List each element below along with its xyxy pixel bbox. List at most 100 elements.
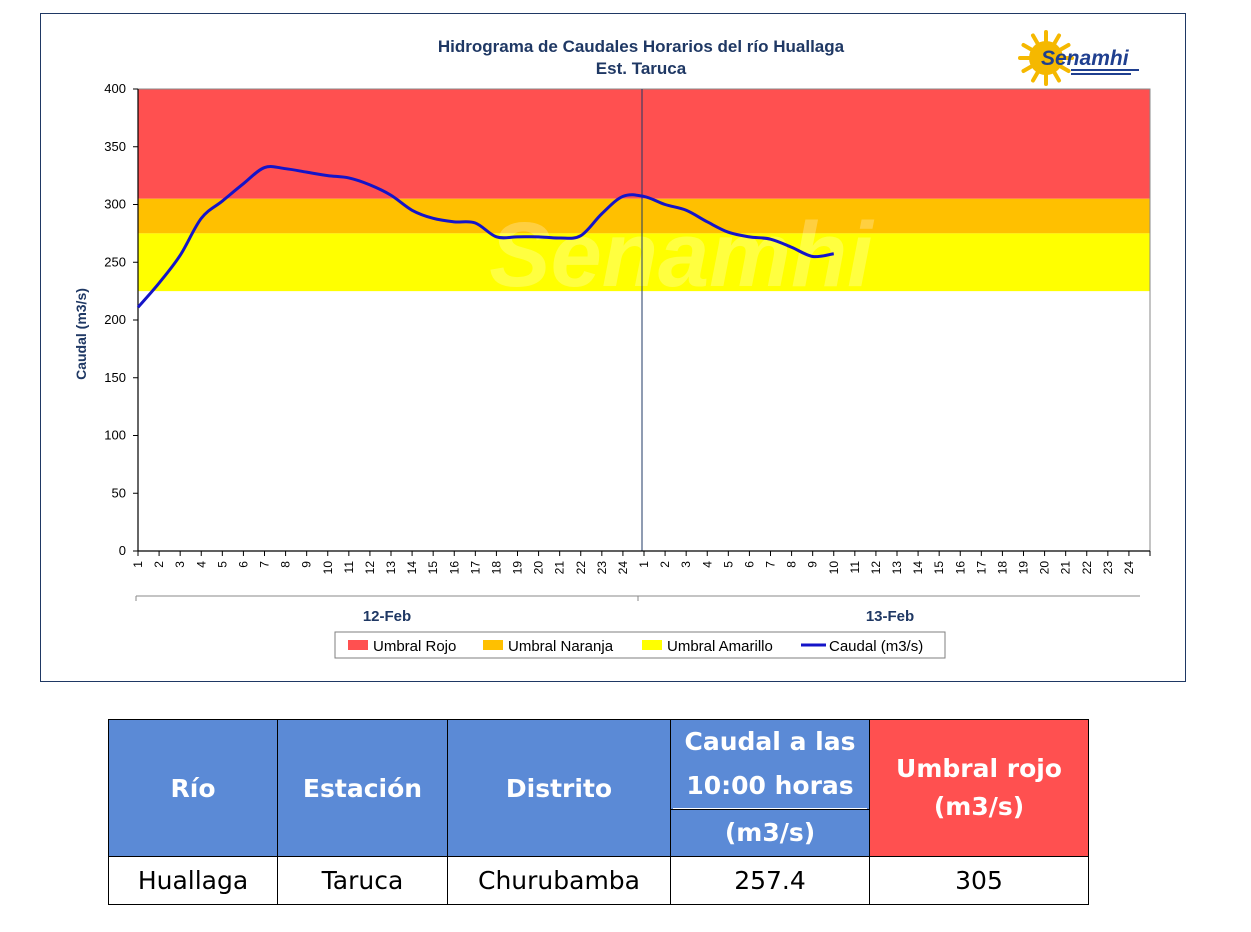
y-tick-label: 50 (112, 485, 126, 500)
x-tick-label: 11 (848, 561, 862, 574)
x-tick-label: 12 (363, 561, 377, 575)
logo-ray (1031, 68, 1041, 83)
x-tick-label: 23 (1101, 561, 1115, 575)
x-tick-label: 2 (658, 561, 672, 568)
band-umbral-amarillo (138, 233, 1150, 292)
x-tick-label: 19 (1017, 561, 1031, 575)
header-umbral-line2: (m3/s) (933, 792, 1025, 821)
cell-caudal: 257.4 (670, 856, 870, 905)
x-tick-label: 5 (215, 561, 229, 568)
x-tick-label: 12 (869, 561, 883, 575)
x-tick-label: 4 (700, 561, 714, 568)
x-tick-label: 11 (342, 561, 356, 574)
summary-table: Río Estación Distrito Caudal a las 10:00… (108, 719, 1089, 905)
x-tick-label: 2 (152, 561, 166, 568)
header-caudal-unit: (m3/s) (670, 809, 870, 857)
x-tick-label: 3 (679, 561, 693, 568)
header-distrito: Distrito (447, 719, 671, 857)
header-caudal-line2: 10:00 horas (673, 764, 867, 809)
legend: Umbral Rojo Umbral Naranja Umbral Amarillo… (334, 631, 946, 659)
x-tick-label: 6 (742, 561, 756, 568)
header-caudal-line1: Caudal a las (684, 727, 856, 756)
logo-ray (1051, 33, 1061, 48)
y-tick-label: 400 (104, 81, 126, 96)
x-tick-label: 7 (764, 561, 778, 568)
x-tick-label: 5 (721, 561, 735, 568)
legend-label: Umbral Amarillo (667, 638, 773, 655)
legend-label: Caudal (m3/s) (829, 638, 923, 655)
header-rio: Río (108, 719, 278, 857)
header-caudal: Caudal a las 10:00 horas (670, 719, 870, 810)
x-tick-label: 18 (489, 561, 503, 575)
x-tick-label: 14 (405, 561, 419, 575)
x-tick-label: 23 (595, 561, 609, 575)
header-caudal-line3: (m3/s) (724, 818, 816, 847)
logo-ray (1056, 43, 1071, 53)
legend-swatch (348, 640, 368, 650)
x-tick-label: 3 (173, 561, 187, 568)
header-umbral-line1: Umbral rojo (896, 754, 1062, 783)
x-tick-label: 8 (279, 561, 293, 568)
x-tick-label: 19 (511, 561, 525, 575)
x-tick-label: 22 (1080, 561, 1094, 575)
y-tick-label: 100 (104, 428, 126, 443)
y-axis-label: Caudal (m3/s) (73, 288, 89, 380)
cell-rio: Huallaga (108, 856, 278, 905)
senamhi-logo: Senamhi (1018, 30, 1139, 86)
x-tick-label: 9 (300, 561, 314, 568)
table-header-subrow: (m3/s) (109, 809, 1089, 857)
legend-box (334, 631, 946, 659)
y-tick-label: 350 (104, 139, 126, 154)
table-header-row: Río Estación Distrito Caudal a las 10:00… (108, 719, 1089, 857)
x-tick-label: 1 (637, 561, 651, 568)
x-tick-label: 15 (426, 561, 440, 575)
y-tick-label: 0 (119, 543, 126, 558)
legend-swatch (483, 640, 503, 650)
x-tick-label: 16 (447, 561, 461, 575)
day-label: 12-Feb (363, 608, 411, 625)
x-tick-label: 24 (616, 561, 630, 575)
series-line-caudal (136, 165, 835, 309)
x-tick-label: 14 (911, 561, 925, 575)
x-tick-label: 10 (827, 561, 841, 575)
day-label: 13-Feb (866, 608, 914, 625)
x-tick-label: 15 (932, 561, 946, 575)
x-tick-label: 9 (806, 561, 820, 568)
x-tick-label: 1 (131, 561, 145, 568)
y-tick-label: 150 (104, 370, 126, 385)
logo-ray (1051, 68, 1061, 83)
header-estacion: Estación (277, 719, 448, 857)
x-tick-label: 13 (890, 561, 904, 575)
logo-ray (1056, 63, 1071, 73)
y-tick-label: 200 (104, 312, 126, 327)
x-tick-label: 18 (995, 561, 1009, 575)
band-umbral-rojo (138, 89, 1150, 199)
cell-umbral: 305 (869, 856, 1089, 905)
legend-label: Umbral Naranja (508, 638, 614, 655)
x-tick-label: 17 (974, 561, 988, 575)
logo-ray (1031, 33, 1041, 48)
x-tick-label: 24 (1122, 561, 1136, 575)
x-tick-label: 4 (194, 561, 208, 568)
cell-estacion: Taruca (277, 856, 448, 905)
x-tick-label: 16 (953, 561, 967, 575)
x-tick-label: 21 (553, 561, 567, 575)
legend-swatch (642, 640, 662, 650)
band-umbral-naranja (138, 198, 1150, 234)
chart-title: Hidrograma de Caudales Horarios del río … (438, 37, 845, 56)
x-tick-label: 17 (468, 561, 482, 575)
x-tick-label: 8 (785, 561, 799, 568)
x-tick-label: 7 (258, 561, 272, 568)
x-tick-label: 22 (574, 561, 588, 575)
logo-ray (1021, 43, 1036, 53)
cell-distrito: Churubamba (447, 856, 671, 905)
watermark-text: Senamhi (489, 204, 875, 306)
x-tick-label: 21 (1059, 561, 1073, 575)
y-tick-label: 300 (104, 197, 126, 212)
chart-subtitle: Est. Taruca (596, 59, 687, 78)
logo-text: Senamhi (1041, 47, 1130, 70)
x-tick-label: 6 (236, 561, 250, 568)
legend-label: Umbral Rojo (373, 638, 456, 655)
